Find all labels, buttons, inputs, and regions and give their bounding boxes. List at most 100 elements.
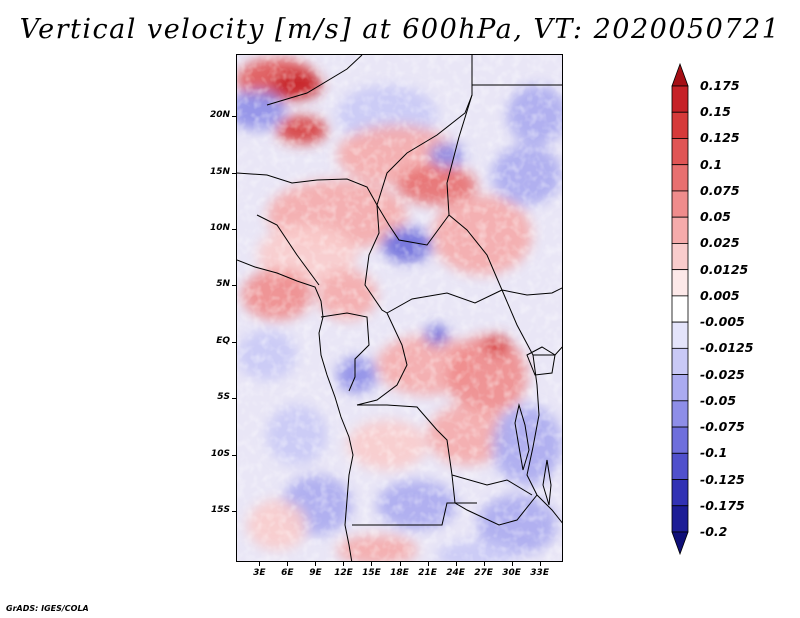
lat-tick — [232, 511, 236, 513]
colorbar-boxes — [671, 62, 689, 556]
border-congo-drc — [356, 312, 408, 406]
lon-label: 6E — [281, 568, 294, 578]
border-algeria-niger — [266, 55, 363, 106]
colorbar-bottom-arrow — [671, 531, 689, 556]
colorbar-top-arrow — [671, 62, 689, 87]
colorbar-box — [671, 400, 689, 428]
field-texture — [237, 55, 562, 561]
lon-label: 30E — [502, 568, 521, 578]
lat-label: 15N — [209, 166, 230, 177]
colorbar-level-label: 0.15 — [700, 104, 731, 120]
colorbar-level-label: -0.025 — [700, 366, 745, 382]
border-mozambique — [536, 494, 562, 524]
border-nigeria-cameroon — [256, 214, 320, 286]
lat-tick — [232, 398, 236, 400]
border-car-drc — [386, 289, 503, 314]
colorbar-box — [671, 190, 689, 218]
border-niger-nigeria — [237, 172, 378, 206]
lake-victoria — [526, 346, 556, 376]
lon-label: 33E — [530, 568, 549, 578]
country-borders — [237, 55, 562, 561]
map-panel — [236, 54, 563, 562]
colorbar-level-label: -0.05 — [700, 392, 737, 408]
colorbar-box — [671, 479, 689, 507]
colorbar-box — [671, 426, 689, 454]
lon-tick — [399, 562, 401, 566]
lon-tick — [259, 562, 261, 566]
chart-title: Vertical velocity [m/s] at 600hPa, VT: 2… — [19, 14, 781, 45]
coastline-west-africa — [237, 259, 354, 561]
lat-label: 5N — [216, 279, 230, 290]
lon-label: 27E — [474, 568, 493, 578]
colorbar-box — [671, 452, 689, 480]
colorbar-box — [671, 138, 689, 166]
lat-tick — [232, 341, 236, 343]
colorbar-box — [671, 374, 689, 402]
lon-label: 9E — [309, 568, 322, 578]
colorbar-level-label: 0.05 — [700, 209, 731, 225]
lat-tick — [232, 116, 236, 118]
lat-label: 20N — [209, 110, 230, 121]
lat-label: 10N — [209, 222, 230, 233]
colorbar-level-label: 0.125 — [700, 130, 740, 146]
lake-tanganyika — [514, 403, 530, 471]
lon-tick — [287, 562, 289, 566]
lat-label: EQ — [216, 335, 230, 346]
colorbar-box — [671, 505, 689, 533]
colorbar-box — [671, 111, 689, 139]
colorbar-box — [671, 269, 689, 297]
colorbar-box — [671, 347, 689, 375]
colorbar-level-label: 0.075 — [700, 182, 740, 198]
lon-label: 18E — [390, 568, 409, 578]
lon-label: 15E — [362, 568, 381, 578]
colorbar-level-label: -0.2 — [700, 524, 728, 539]
vertical-velocity-field — [237, 55, 562, 561]
lon-label: 3E — [253, 568, 266, 578]
colorbar-box — [671, 295, 689, 323]
lon-tick — [427, 562, 429, 566]
lon-tick — [343, 562, 345, 566]
colorbar-level-label: 0.0125 — [700, 261, 749, 277]
lat-tick — [232, 454, 236, 456]
lon-label: 24E — [446, 568, 465, 578]
lat-label: 15S — [210, 505, 230, 516]
border-zambia — [451, 474, 538, 526]
lat-tick — [232, 172, 236, 174]
lon-label: 12E — [334, 568, 353, 578]
colorbar-level-label: -0.175 — [700, 497, 745, 513]
border-south-sudan — [501, 287, 562, 296]
colorbar-level-label: -0.075 — [700, 419, 745, 435]
grads-credit: GrADS: IGES/COLA — [6, 604, 89, 613]
colorbar-level-label: -0.1 — [700, 445, 728, 461]
colorbar-box — [671, 85, 689, 113]
border-angola-drc — [357, 404, 533, 496]
colorbar-box — [671, 164, 689, 192]
lon-tick — [371, 562, 373, 566]
colorbar-level-label: 0.005 — [700, 287, 740, 303]
border-cameroon-car — [364, 204, 388, 314]
lon-tick — [539, 562, 541, 566]
lon-tick — [483, 562, 485, 566]
colorbar-level-label: 0.025 — [700, 235, 740, 251]
lake-malawi — [542, 459, 552, 506]
lat-label: 10S — [210, 448, 230, 459]
border-angola-south — [352, 502, 477, 526]
lon-tick — [511, 562, 513, 566]
colorbar-box — [671, 216, 689, 244]
colorbar-level-label: -0.0125 — [700, 340, 754, 356]
border-chad-car — [376, 204, 450, 246]
colorbar-box — [671, 321, 689, 349]
colorbar-box — [671, 243, 689, 271]
colorbar-level-label: -0.125 — [700, 471, 745, 487]
border-drc-east — [501, 289, 540, 496]
lon-tick — [315, 562, 317, 566]
lat-tick — [232, 285, 236, 287]
lat-tick — [232, 228, 236, 230]
colorbar-level-label: -0.005 — [700, 314, 745, 330]
lon-label: 21E — [418, 568, 437, 578]
lon-tick — [455, 562, 457, 566]
colorbar-level-label: 0.1 — [700, 156, 723, 172]
colorbar-level-label: 0.175 — [700, 78, 740, 93]
lat-label: 5S — [217, 392, 230, 403]
